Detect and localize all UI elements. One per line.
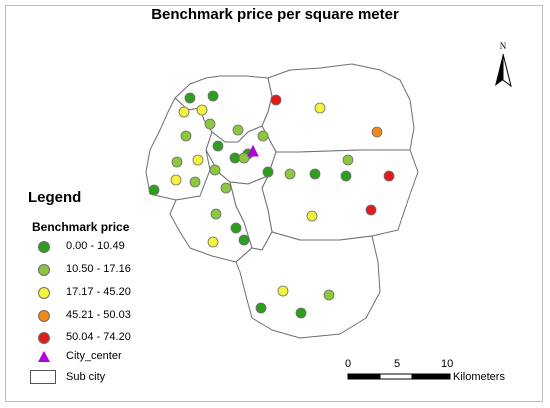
- price-point: [229, 152, 241, 164]
- legend-subcity-swatch: [30, 370, 56, 384]
- subcity-north-east: [261, 63, 415, 153]
- price-point: [232, 124, 244, 136]
- price-point: [257, 130, 269, 142]
- subcity-south: [235, 231, 381, 339]
- city-center-marker: [247, 144, 259, 157]
- price-point: [340, 170, 352, 182]
- legend-row-class-2: 10.50 - 17.16: [0, 262, 200, 278]
- price-point: [238, 234, 250, 246]
- price-point: [262, 166, 274, 178]
- price-point: [306, 210, 318, 222]
- legend-dot-icon: [38, 264, 50, 276]
- price-point: [270, 94, 282, 106]
- map-title: Benchmark price per square meter: [151, 6, 399, 23]
- legend-row-class-1: 0.00 - 10.49: [0, 239, 200, 255]
- price-points: [148, 90, 395, 319]
- legend-row-class-3: 17.17 - 45.20: [0, 285, 200, 301]
- legend-label: 45.21 - 50.03: [66, 309, 131, 321]
- price-point: [255, 302, 267, 314]
- scale-tick-5: 5: [394, 358, 401, 370]
- legend-row-city-center: City_center: [0, 349, 200, 365]
- price-point: [184, 92, 196, 104]
- price-point: [220, 182, 232, 194]
- price-point: [204, 118, 216, 130]
- price-point: [148, 184, 160, 196]
- legend-dot-icon: [38, 241, 50, 253]
- legend-label: 0.00 - 10.49: [66, 240, 125, 252]
- legend-subcity-label: Sub city: [66, 371, 106, 383]
- legend-dot-icon: [38, 287, 50, 299]
- legend-row-class-4: 45.21 - 50.03: [0, 308, 200, 324]
- legend-dot-icon: [38, 310, 50, 322]
- price-point: [192, 154, 204, 166]
- subcity-east: [261, 149, 419, 241]
- price-point: [314, 102, 326, 114]
- price-point: [207, 236, 219, 248]
- price-point: [171, 156, 183, 168]
- price-point: [178, 106, 190, 118]
- legend-label: City_center: [66, 350, 122, 362]
- price-point: [323, 289, 335, 301]
- price-point: [207, 90, 219, 102]
- price-point: [342, 154, 354, 166]
- price-point: [180, 130, 192, 142]
- legend-label: 10.50 - 17.16: [66, 263, 131, 275]
- price-point: [170, 174, 182, 186]
- price-point: [212, 140, 224, 152]
- price-point: [295, 307, 307, 319]
- legend-label: 17.17 - 45.20: [66, 286, 131, 298]
- price-point: [277, 285, 289, 297]
- scale-unit: Kilometers: [453, 371, 505, 383]
- scale-tick-10: 10: [441, 358, 454, 370]
- price-point: [371, 126, 383, 138]
- price-point: [284, 168, 296, 180]
- price-point: [196, 104, 208, 116]
- price-point: [230, 222, 242, 234]
- triangle-icon: [38, 351, 50, 362]
- north-label: N: [500, 41, 507, 51]
- legend-title: Legend: [28, 189, 82, 206]
- price-point: [238, 152, 250, 164]
- price-point: [365, 204, 377, 216]
- north-arrow-icon: [495, 53, 512, 88]
- legend-label: 50.04 - 74.20: [66, 331, 131, 343]
- legend-dot-icon: [38, 332, 50, 344]
- city-center-triangle: [247, 144, 259, 157]
- scale-bar: [347, 373, 451, 380]
- legend-row-class-5: 50.04 - 74.20: [0, 330, 200, 346]
- price-point: [383, 170, 395, 182]
- scale-tick-0: 0: [345, 358, 352, 370]
- price-point: [210, 208, 222, 220]
- price-point: [309, 168, 321, 180]
- legend-subtitle: Benchmark price: [32, 220, 130, 234]
- price-point: [209, 164, 221, 176]
- price-point: [189, 176, 201, 188]
